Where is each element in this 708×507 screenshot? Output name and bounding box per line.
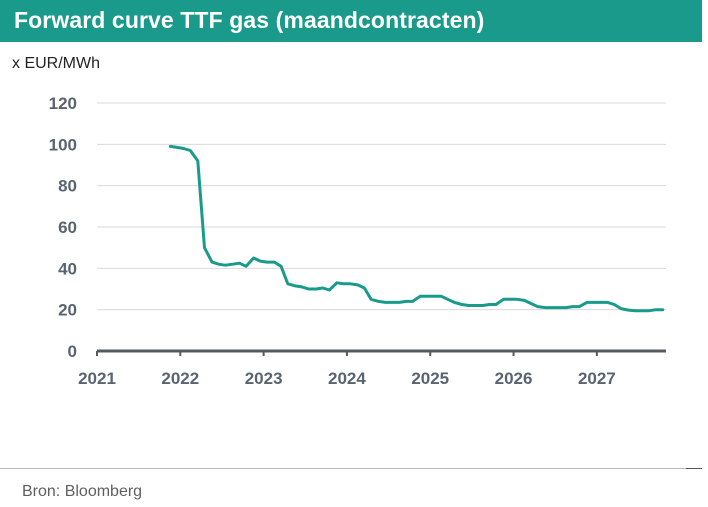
x-tick-label: 2025 [411,369,449,388]
y-tick-label: 0 [68,342,77,361]
x-tick-label: 2021 [78,369,116,388]
y-tick-label: 60 [58,218,77,237]
x-tick-label: 2024 [328,369,366,388]
x-tick-label: 2027 [578,369,616,388]
y-tick-label: 40 [58,259,77,278]
y-tick-label: 120 [49,94,77,113]
line-chart: 0 20 40 60 80 100 120 2021 2022 2023 2024 2025 2026 2… [49,94,666,388]
chart-title: Forward curve TTF gas (maandcontracten) [14,7,485,33]
y-tick-label: 100 [49,135,77,154]
chart-title-bar: Forward curve TTF gas (maandcontracten) [0,0,702,42]
x-tick-label: 2026 [495,369,533,388]
series-line [168,144,665,313]
source-note: Bron: Bloomberg [22,483,143,500]
x-tick-label: 2022 [161,369,199,388]
y-axis-unit-label: x EUR/MWh [12,55,100,72]
footer-divider-accent [686,468,702,469]
footer-divider [0,468,702,469]
y-tick-label: 80 [58,177,77,196]
x-tick-label: 2023 [245,369,283,388]
y-tick-label: 20 [58,301,77,320]
